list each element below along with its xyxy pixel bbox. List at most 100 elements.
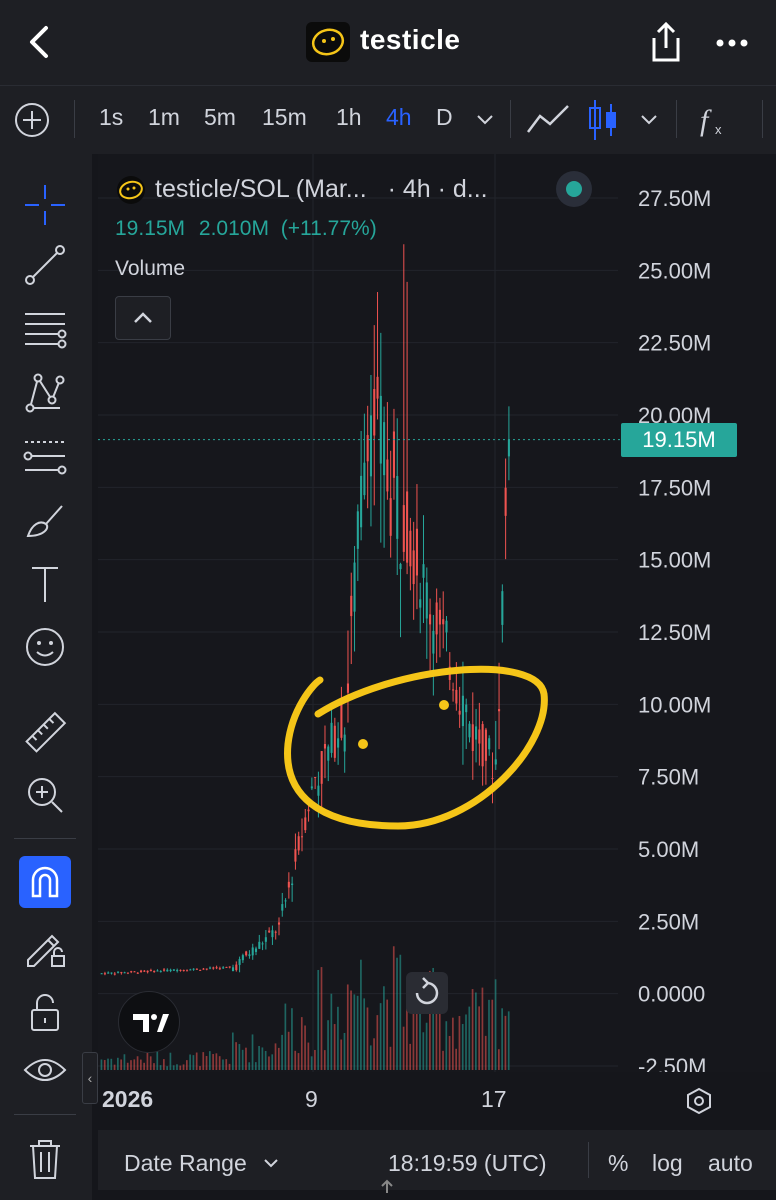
time-axis[interactable]: 2026 9 17 bbox=[98, 1078, 776, 1124]
lock-icon[interactable] bbox=[22, 990, 68, 1036]
volume-bar bbox=[389, 1046, 392, 1070]
candle-body bbox=[195, 968, 198, 970]
volume-bar bbox=[429, 970, 431, 1070]
volume-bar bbox=[100, 1059, 103, 1070]
collapse-legend-button[interactable] bbox=[115, 296, 171, 340]
trash-icon[interactable] bbox=[22, 1136, 68, 1182]
volume-bar bbox=[281, 1034, 283, 1070]
volume-bar bbox=[491, 999, 494, 1070]
candle-body bbox=[212, 967, 215, 969]
chevron-down-icon[interactable] bbox=[262, 1156, 280, 1170]
line-chart-icon[interactable] bbox=[526, 102, 570, 138]
volume-bar bbox=[340, 1039, 343, 1070]
legend-values: 19.15M 2.010M (+11.77%) bbox=[115, 217, 377, 241]
volume-bar bbox=[251, 1034, 254, 1070]
candle-body bbox=[435, 602, 438, 635]
chart-type-dropdown-icon[interactable] bbox=[638, 112, 660, 128]
percent-toggle[interactable]: % bbox=[608, 1150, 629, 1176]
emoji-icon[interactable] bbox=[22, 624, 68, 670]
interval-5m[interactable]: 5m bbox=[204, 104, 236, 130]
candle-body bbox=[366, 435, 369, 462]
x-label-day: 9 bbox=[305, 1086, 318, 1112]
price-chart[interactable]: 27.50M25.00M22.50M20.00M17.50M15.00M12.5… bbox=[98, 154, 776, 1079]
interval-toolbar: 1s 1m 5m 15m 1h 4h D f x bbox=[0, 85, 776, 154]
volume-bar bbox=[419, 987, 421, 1070]
text-icon[interactable] bbox=[22, 562, 68, 608]
interval-dropdown-icon[interactable] bbox=[474, 112, 496, 128]
volume-legend[interactable]: Volume bbox=[115, 257, 186, 280]
back-chevron-icon[interactable] bbox=[20, 22, 60, 62]
log-toggle[interactable]: log bbox=[652, 1150, 683, 1176]
lock-drawing-icon[interactable] bbox=[22, 924, 68, 970]
trend-line-icon[interactable] bbox=[22, 242, 68, 288]
interval-1s[interactable]: 1s bbox=[99, 104, 124, 130]
x-label-year: 2026 bbox=[102, 1086, 154, 1112]
interval-15m[interactable]: 15m bbox=[262, 104, 307, 130]
interval-1m[interactable]: 1m bbox=[148, 104, 180, 130]
volume-bar bbox=[195, 1052, 198, 1070]
auto-toggle[interactable]: auto bbox=[708, 1150, 753, 1176]
volume-bar bbox=[231, 1032, 234, 1070]
indicators-fx-icon[interactable]: f x bbox=[698, 100, 732, 140]
fib-icon[interactable] bbox=[22, 306, 68, 352]
more-icon[interactable] bbox=[712, 28, 752, 58]
brush-icon[interactable] bbox=[22, 498, 68, 544]
reset-chart-button[interactable] bbox=[406, 972, 448, 1014]
settings-hexagon-icon[interactable] bbox=[684, 1086, 714, 1116]
candles-icon[interactable] bbox=[586, 98, 620, 142]
candle-body bbox=[153, 970, 156, 973]
eye-icon[interactable] bbox=[22, 1048, 68, 1094]
coin-logo-icon bbox=[306, 22, 350, 62]
interval-4h[interactable]: 4h bbox=[386, 104, 412, 130]
volume-bar bbox=[481, 987, 484, 1070]
candle-body bbox=[471, 724, 474, 751]
interval-1h[interactable]: 1h bbox=[336, 104, 362, 130]
volume-bar bbox=[438, 998, 441, 1070]
volume-bar bbox=[287, 1031, 290, 1070]
volume-bar bbox=[264, 1050, 267, 1070]
magnet-button[interactable] bbox=[19, 856, 71, 908]
candle-body bbox=[251, 947, 254, 956]
candle-body bbox=[396, 476, 399, 539]
candle-body bbox=[317, 785, 320, 796]
market-status-indicator[interactable] bbox=[556, 171, 592, 207]
volume-bar bbox=[373, 1038, 375, 1070]
candle-body bbox=[169, 969, 172, 972]
drag-up-icon[interactable] bbox=[378, 1176, 396, 1194]
candle-body bbox=[182, 970, 185, 972]
candle-body bbox=[103, 973, 106, 975]
legend-symbol[interactable]: testicle/SOL (Mar... · 4h · d... bbox=[155, 175, 488, 204]
svg-text:f: f bbox=[700, 104, 712, 137]
candle-body bbox=[136, 972, 139, 974]
candle-body bbox=[126, 972, 129, 974]
volume-bar bbox=[452, 1017, 454, 1070]
toolbar-divider bbox=[14, 838, 76, 839]
volume-bar bbox=[488, 999, 490, 1070]
candle-body bbox=[271, 930, 274, 938]
volume-bar bbox=[166, 1066, 168, 1070]
add-icon[interactable] bbox=[14, 102, 50, 138]
utc-clock[interactable]: 18:19:59 (UTC) bbox=[388, 1150, 547, 1176]
prediction-icon[interactable] bbox=[22, 434, 68, 480]
candle-body bbox=[501, 591, 504, 625]
candle-body bbox=[143, 970, 146, 972]
date-range-button[interactable]: Date Range bbox=[124, 1150, 247, 1176]
tradingview-logo[interactable] bbox=[118, 991, 180, 1053]
crosshair-icon[interactable] bbox=[22, 182, 68, 228]
share-icon[interactable] bbox=[646, 20, 686, 64]
candle-body bbox=[300, 836, 304, 838]
candle-body bbox=[218, 968, 221, 970]
ruler-icon[interactable] bbox=[22, 710, 68, 756]
volume-bar bbox=[356, 995, 359, 1070]
volume-bar bbox=[435, 1012, 438, 1070]
volume-bar bbox=[284, 1003, 287, 1070]
candle-body bbox=[245, 951, 248, 956]
collapse-toolbar-handle[interactable]: ‹ bbox=[82, 1052, 98, 1104]
volume-bar bbox=[163, 1059, 165, 1070]
zoom-in-icon[interactable] bbox=[22, 772, 68, 818]
interval-d[interactable]: D bbox=[436, 104, 453, 130]
pattern-icon[interactable] bbox=[22, 370, 68, 416]
candle-body bbox=[327, 746, 330, 761]
chart-area[interactable]: 27.50M 25.00M 22.50M 20.00M 17.50M 15.00M 12.5… bbox=[98, 154, 776, 1079]
legend-change: 2.010M bbox=[198, 217, 269, 240]
